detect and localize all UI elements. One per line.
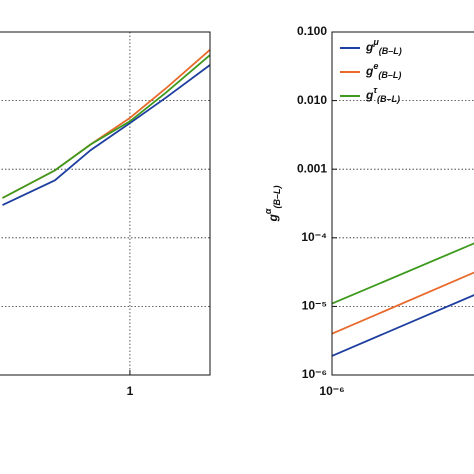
plot-frame <box>0 31 211 376</box>
line-series <box>331 294 474 357</box>
line-series <box>331 242 474 305</box>
line-series <box>2 54 211 199</box>
y-tick-label: 0.100 <box>297 24 327 38</box>
x-tick-label: 10⁻⁶ <box>319 384 344 398</box>
x-tick-label: 1 <box>127 384 134 398</box>
y-tick-label: 0.001 <box>297 161 327 175</box>
line-series <box>2 64 211 206</box>
y-axis-label: gα(B–L) <box>263 186 282 223</box>
legend-label: gτ(B–L) <box>365 85 400 104</box>
line-series <box>331 271 474 335</box>
y-tick-label: 10⁻⁴ <box>301 230 327 244</box>
y-tick-label: 0.010 <box>297 93 327 107</box>
y-tick-label: 10⁻⁵ <box>302 299 327 313</box>
y-tick-label: 10⁻⁶ <box>302 367 327 381</box>
plot-frame <box>331 31 474 376</box>
legend-label: gμ(B–L) <box>365 37 402 56</box>
line-series <box>2 49 211 199</box>
legend-label: ge(B–L) <box>365 61 401 80</box>
